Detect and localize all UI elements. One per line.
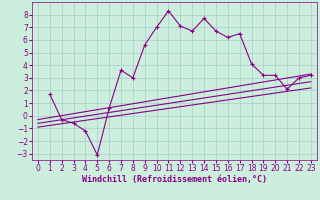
X-axis label: Windchill (Refroidissement éolien,°C): Windchill (Refroidissement éolien,°C) (82, 175, 267, 184)
